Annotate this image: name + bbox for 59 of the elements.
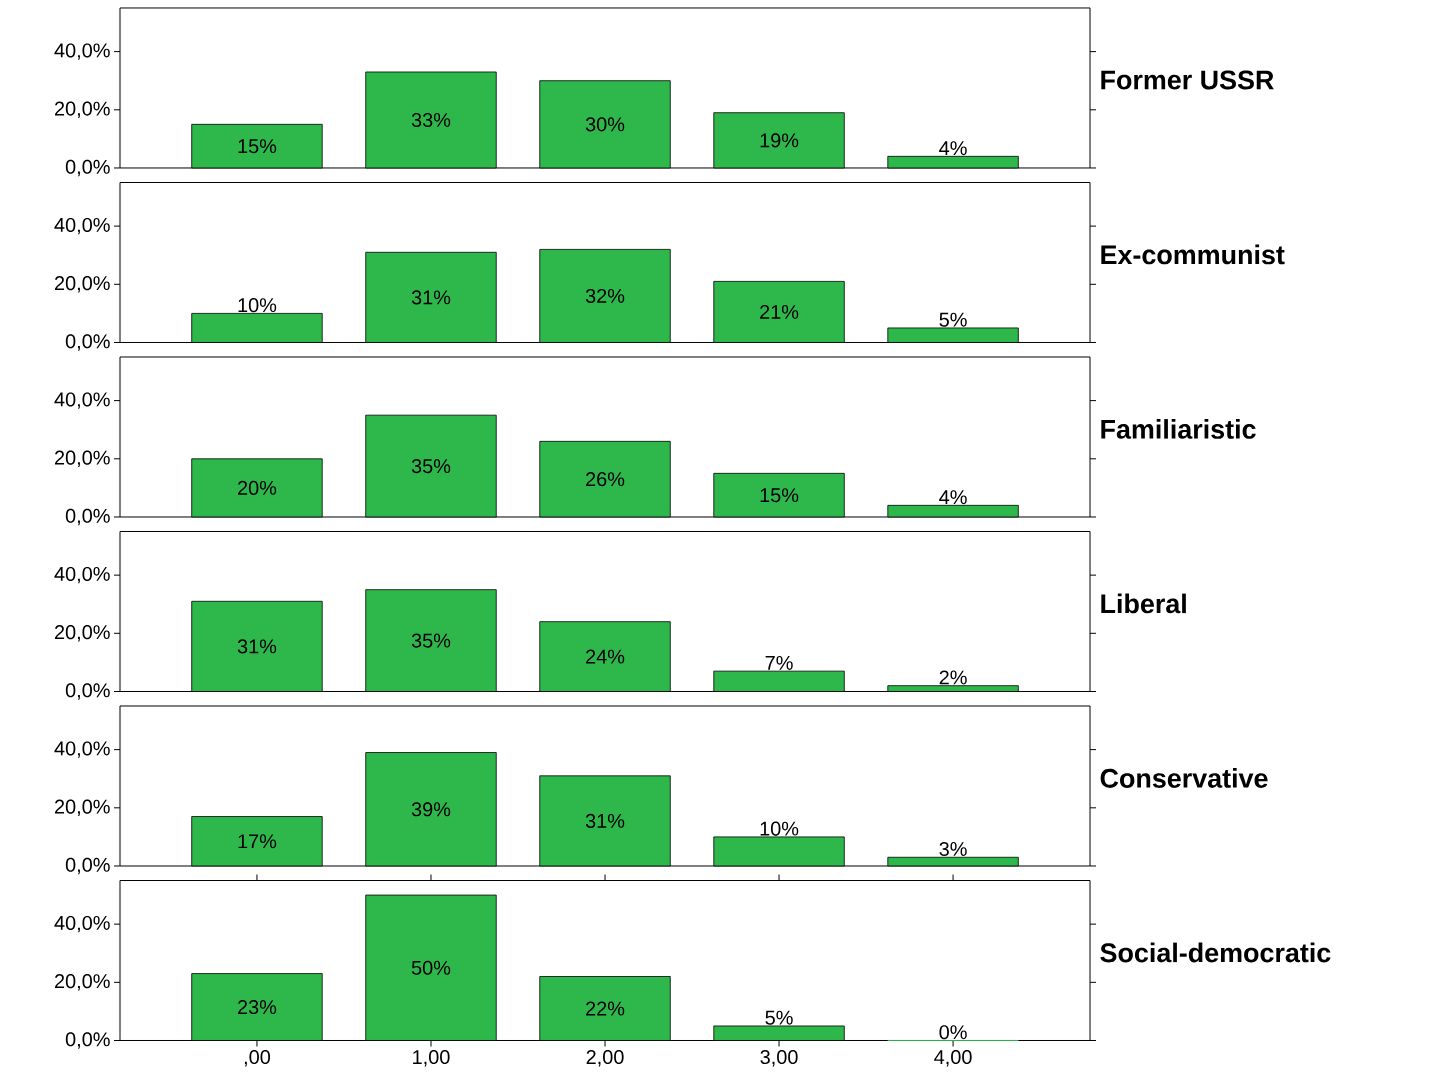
y-tick-label: 20,0% (54, 799, 110, 817)
data-label: 4% (939, 490, 967, 505)
data-label: 35% (411, 459, 451, 474)
text: Former USSR (1101, 70, 1274, 90)
text: Liberal (1101, 593, 1186, 614)
text: Conservative (1100, 768, 1268, 788)
y-tick-label: 0,0% (65, 1032, 110, 1049)
data-label: 5% (939, 312, 967, 327)
data-label: 7% (765, 655, 793, 670)
data-label: 20% (238, 480, 277, 495)
text: Social-democratic (1100, 942, 1331, 963)
data-label: 31% (585, 813, 625, 828)
data-label: 24% (586, 649, 625, 664)
y-tick-label: 0,0% (65, 683, 110, 700)
y-tick-label: 20,0% (54, 450, 110, 468)
x-tick-label: 3,00 (760, 1050, 798, 1067)
x-tick-label: ,00 (244, 1050, 271, 1067)
data-label: 50% (411, 960, 451, 975)
y-tick-label: 0,0% (65, 334, 110, 351)
data-label: 21% (760, 304, 799, 319)
y-tick-label: 0,0% (65, 159, 110, 177)
y-tick-label: 20,0% (54, 276, 110, 293)
y-tick-label: 40,0% (54, 915, 110, 933)
data-label: 15% (238, 139, 277, 154)
text: Ex-communist (1101, 244, 1285, 265)
y-tick-label: 0,0% (65, 508, 110, 526)
data-label: 10% (238, 298, 277, 313)
data-label: 3% (939, 841, 967, 857)
y-tick-label: 40,0% (54, 217, 110, 235)
data-label: 5% (765, 1010, 793, 1025)
data-label: 31% (237, 639, 277, 654)
data-label: 33% (411, 112, 451, 128)
data-label: 30% (585, 117, 625, 132)
x-tick-label: 4,00 (934, 1050, 972, 1067)
text: Familiaristic (1101, 419, 1256, 439)
y-tick-label: 40,0% (54, 392, 110, 409)
data-label: 23% (238, 1000, 277, 1015)
data-label: 15% (760, 488, 799, 503)
x-tick-label: 1,00 (413, 1050, 450, 1067)
y-tick-label: 0,0% (65, 857, 110, 875)
data-label: 19% (760, 133, 799, 148)
data-label: 2% (939, 670, 967, 685)
y-tick-label: 40,0% (54, 741, 110, 758)
y-tick-label: 40,0% (54, 566, 110, 584)
y-tick-label: 20,0% (54, 625, 110, 642)
data-label: 31% (411, 290, 451, 305)
data-label: 32% (585, 288, 625, 303)
data-label: 17% (238, 834, 277, 849)
data-label: 39% (411, 802, 451, 817)
y-tick-label: 40,0% (54, 43, 110, 60)
data-label: 35% (411, 633, 451, 648)
data-label: 10% (760, 821, 799, 836)
data-label: 26% (586, 472, 625, 487)
data-label: 0% (939, 1025, 967, 1040)
y-tick-label: 20,0% (54, 101, 110, 119)
data-label: 4% (939, 141, 967, 156)
data-label: 22% (586, 1001, 625, 1016)
x-tick-label: 2,00 (586, 1050, 624, 1067)
y-tick-label: 20,0% (54, 974, 110, 991)
